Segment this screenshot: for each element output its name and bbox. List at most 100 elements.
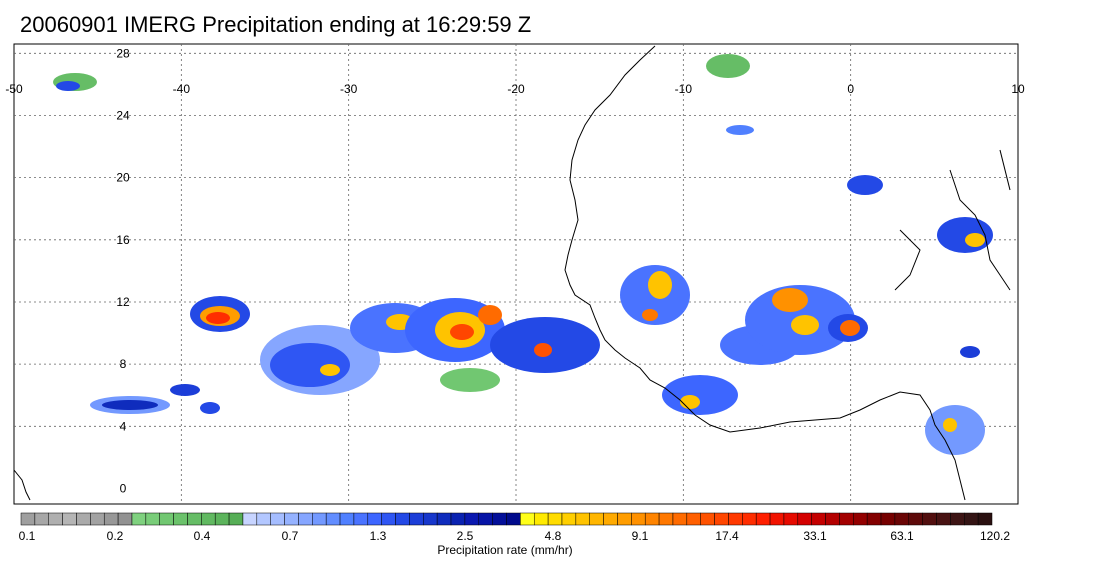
colorbar-swatch — [62, 512, 77, 526]
colorbar-label: 0.4 — [193, 529, 211, 543]
latitude-tick-label: 4 — [120, 419, 127, 433]
longitude-ticks: -50 -40 -30 -20 -10 0 10 — [5, 82, 1025, 96]
colorbar-swatch — [367, 512, 382, 526]
colorbar-swatch — [478, 512, 493, 526]
colorbar-swatch — [201, 512, 216, 526]
colorbar-swatch — [353, 512, 369, 526]
colorbar-swatch — [533, 512, 549, 526]
colorbar-swatch — [214, 512, 230, 526]
coastline — [13, 45, 1011, 501]
colorbar-swatch — [270, 512, 285, 526]
colorbar-swatch — [547, 512, 563, 526]
colorbar-swatch — [381, 512, 396, 526]
longitude-tick-label: -20 — [507, 82, 525, 96]
latitude-tick-label: 24 — [116, 108, 130, 122]
longitude-tick-label: -10 — [675, 82, 693, 96]
colorbar-title: Precipitation rate (mm/hr) — [437, 543, 573, 557]
colorbar-swatch — [714, 512, 729, 526]
colorbar-swatch — [256, 512, 271, 526]
colorbar-swatch — [964, 512, 979, 526]
colorbar-label: 9.1 — [631, 529, 649, 543]
colorbar-swatch — [658, 512, 674, 526]
colorbar-swatch — [825, 512, 840, 526]
cell-nw — [53, 73, 97, 91]
colorbar-swatch — [797, 512, 812, 526]
cell-north-africa — [706, 54, 754, 135]
colorbar-swatch — [409, 512, 424, 526]
colorbar-swatch — [839, 512, 854, 526]
colorbar-swatch — [492, 512, 507, 526]
colorbar-swatch — [395, 512, 410, 526]
colorbar-swatch — [436, 512, 452, 526]
colorbar-swatch — [187, 512, 202, 526]
colorbar-swatch — [672, 512, 688, 526]
longitude-tick-label: -30 — [340, 82, 358, 96]
colorbar-swatch — [728, 512, 743, 526]
colorbar-swatch — [339, 512, 355, 526]
colorbar-swatch — [131, 512, 147, 526]
band-africa-east — [745, 175, 993, 455]
colorbar-swatch — [103, 512, 119, 526]
colorbar-swatch — [950, 512, 965, 526]
colorbar-label: 2.5 — [456, 529, 474, 543]
colorbar-swatch — [977, 512, 993, 526]
colorbar-label: 1.3 — [369, 529, 387, 543]
colorbar-swatch — [284, 512, 299, 526]
colorbar-swatch — [312, 512, 327, 526]
colorbar-swatch — [783, 512, 799, 526]
colorbar-swatch — [589, 512, 604, 526]
colorbar-swatch — [686, 512, 701, 526]
colorbar-label: 120.2 — [979, 529, 1011, 543]
colorbar-swatch — [936, 512, 951, 526]
colorbar-swatch — [575, 512, 590, 526]
colorbar-swatch — [48, 512, 63, 526]
colorbar-swatch — [173, 512, 188, 526]
colorbar-label: 0.7 — [281, 529, 299, 543]
colorbar-swatch — [325, 512, 341, 526]
colorbar-label: 63.1 — [890, 529, 914, 543]
colorbar-swatch — [922, 512, 937, 526]
graticule — [14, 44, 1018, 504]
latitude-tick-label: 28 — [116, 46, 130, 60]
precipitation-field — [53, 54, 993, 455]
colorbar-label: 0.1 — [18, 529, 36, 543]
colorbar-swatch — [700, 512, 715, 526]
colorbar-label: 4.8 — [544, 529, 562, 543]
colorbar-swatch — [603, 512, 618, 526]
longitude-tick-label: 10 — [1011, 82, 1025, 96]
colorbar-swatch — [242, 512, 258, 526]
latitude-ticks: 0 4 8 12 16 20 24 28 — [116, 46, 130, 495]
latitude-tick-label: 8 — [120, 357, 127, 371]
colorbar-swatch — [450, 512, 466, 526]
latitude-tick-label: 16 — [116, 233, 130, 247]
latitude-tick-label: 12 — [116, 295, 130, 309]
colorbar-swatch — [423, 512, 438, 526]
colorbar-swatch — [644, 512, 660, 526]
colorbar-swatch — [908, 512, 923, 526]
colorbar — [20, 512, 993, 526]
colorbar-swatch — [617, 512, 632, 526]
cell-12n-40w — [190, 296, 250, 332]
longitude-tick-label: -50 — [5, 82, 23, 96]
map-title: 20060901 IMERG Precipitation ending at 1… — [20, 12, 532, 37]
colorbar-swatch — [117, 512, 133, 526]
colorbar-swatch — [866, 512, 882, 526]
colorbar-swatch — [464, 512, 480, 526]
colorbar-swatch — [34, 512, 49, 526]
longitude-tick-label: 0 — [847, 82, 854, 96]
colorbar-swatch — [880, 512, 896, 526]
colorbar-swatch — [853, 512, 868, 526]
colorbar-label: 17.4 — [715, 529, 739, 543]
colorbar-swatch — [561, 512, 577, 526]
colorbar-swatch — [894, 512, 910, 526]
colorbar-label: 33.1 — [803, 529, 827, 543]
colorbar-swatch — [145, 512, 160, 526]
longitude-tick-label: -40 — [173, 82, 191, 96]
latitude-tick-label: 20 — [116, 171, 130, 185]
colorbar-swatch — [520, 512, 535, 526]
band-west — [90, 384, 220, 414]
colorbar-swatch — [20, 512, 36, 526]
colorbar-swatch — [742, 512, 757, 526]
colorbar-swatch — [90, 512, 105, 526]
